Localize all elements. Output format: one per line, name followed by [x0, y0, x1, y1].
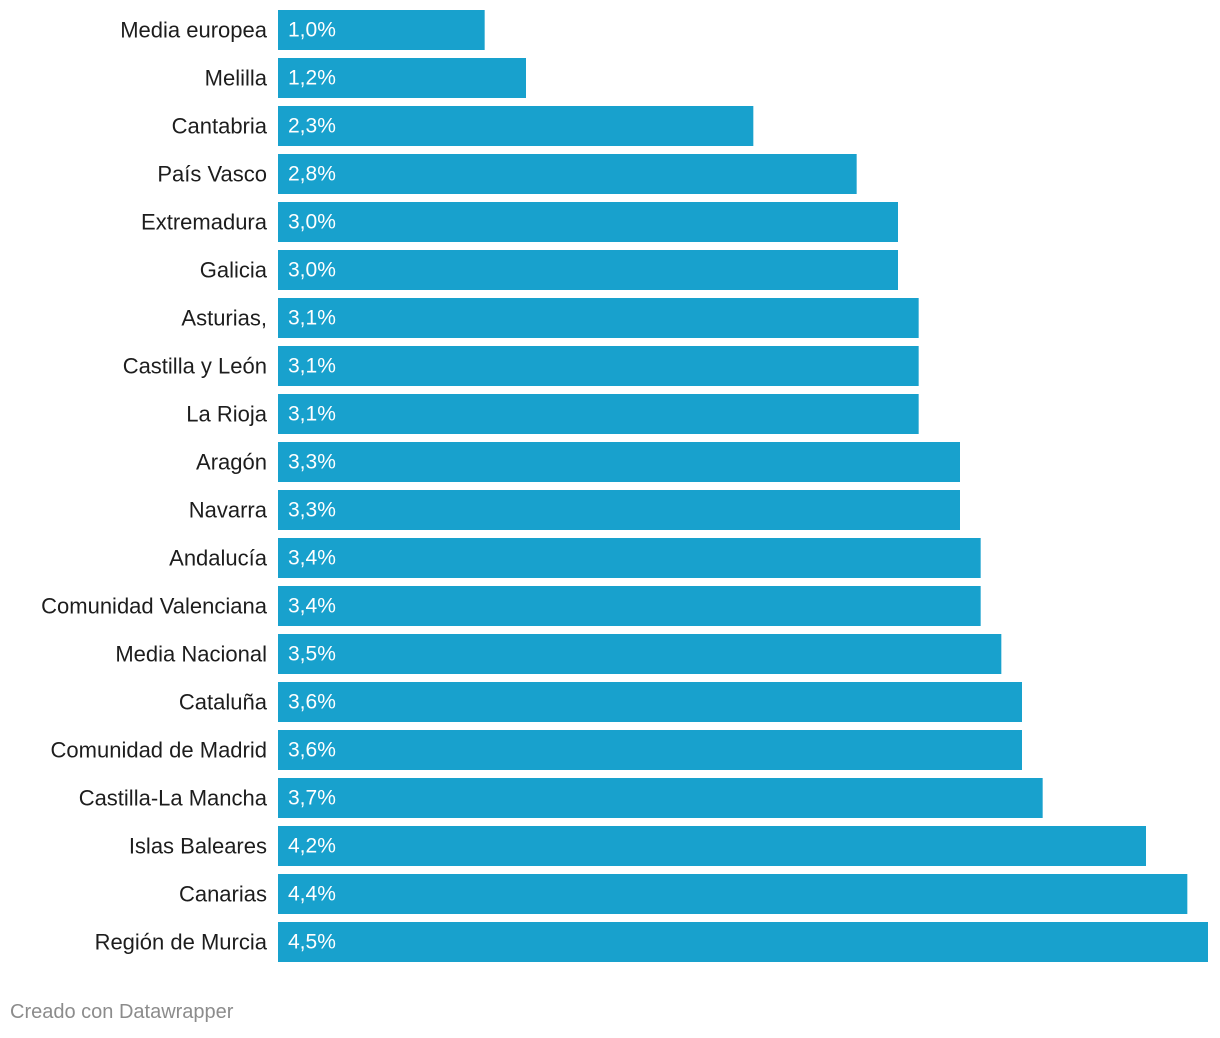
- category-label-13: Media Nacional: [115, 642, 267, 667]
- bar-12: [278, 586, 981, 626]
- bar-chart: Media europea 1,0% Melilla 1,2% Cantabria 2,3…: [41, 10, 1208, 962]
- value-label-17: 4,2%: [288, 835, 336, 858]
- value-label-0: 1,0%: [288, 19, 336, 42]
- category-label-7: Castilla y León: [123, 354, 267, 379]
- bar-1: [278, 58, 526, 98]
- value-label-10: 3,3%: [288, 499, 336, 522]
- category-label-9: Aragón: [196, 450, 267, 475]
- category-label-18: Canarias: [179, 882, 267, 907]
- value-label-15: 3,6%: [288, 739, 336, 762]
- value-label-6: 3,1%: [288, 307, 336, 330]
- bar-0: [278, 10, 485, 50]
- datawrapper-credit: Creado con Datawrapper: [10, 1001, 234, 1023]
- value-label-14: 3,6%: [288, 691, 336, 714]
- value-label-1: 1,2%: [288, 67, 336, 90]
- category-label-15: Comunidad de Madrid: [51, 738, 267, 763]
- value-label-8: 3,1%: [288, 403, 336, 426]
- value-label-3: 2,8%: [288, 163, 336, 186]
- bar-10: [278, 490, 960, 530]
- category-label-3: País Vasco: [157, 162, 267, 187]
- bar-18: [278, 874, 1188, 914]
- bar-16: [278, 778, 1043, 818]
- category-label-4: Extremadura: [141, 210, 268, 235]
- category-label-1: Melilla: [205, 66, 268, 91]
- bar-4: [278, 202, 898, 242]
- category-label-6: Asturias,: [181, 306, 267, 331]
- bar-7: [278, 346, 919, 386]
- bar-19: [278, 922, 1208, 962]
- category-label-2: Cantabria: [172, 114, 268, 139]
- value-label-12: 3,4%: [288, 595, 336, 618]
- category-label-5: Galicia: [200, 258, 268, 283]
- bar-15: [278, 730, 1022, 770]
- category-label-8: La Rioja: [186, 402, 267, 427]
- category-label-10: Navarra: [189, 498, 268, 523]
- bar-14: [278, 682, 1022, 722]
- category-label-14: Cataluña: [179, 690, 268, 715]
- value-label-11: 3,4%: [288, 547, 336, 570]
- category-label-11: Andalucía: [169, 546, 268, 571]
- value-label-18: 4,4%: [288, 883, 336, 906]
- value-label-7: 3,1%: [288, 355, 336, 378]
- category-label-19: Región de Murcia: [95, 930, 268, 955]
- bar-11: [278, 538, 981, 578]
- bar-2: [278, 106, 754, 146]
- bar-17: [278, 826, 1146, 866]
- category-label-12: Comunidad Valenciana: [41, 594, 268, 619]
- value-label-2: 2,3%: [288, 115, 336, 138]
- bar-8: [278, 394, 919, 434]
- category-label-17: Islas Baleares: [129, 834, 267, 859]
- bar-9: [278, 442, 960, 482]
- category-label-0: Media europea: [120, 18, 268, 43]
- value-label-5: 3,0%: [288, 259, 336, 282]
- value-label-19: 4,5%: [288, 931, 336, 954]
- bar-5: [278, 250, 898, 290]
- category-label-16: Castilla-La Mancha: [79, 786, 268, 811]
- value-label-13: 3,5%: [288, 643, 336, 666]
- bar-3: [278, 154, 857, 194]
- value-label-9: 3,3%: [288, 451, 336, 474]
- value-label-4: 3,0%: [288, 211, 336, 234]
- value-label-16: 3,7%: [288, 787, 336, 810]
- bar-6: [278, 298, 919, 338]
- bar-13: [278, 634, 1002, 674]
